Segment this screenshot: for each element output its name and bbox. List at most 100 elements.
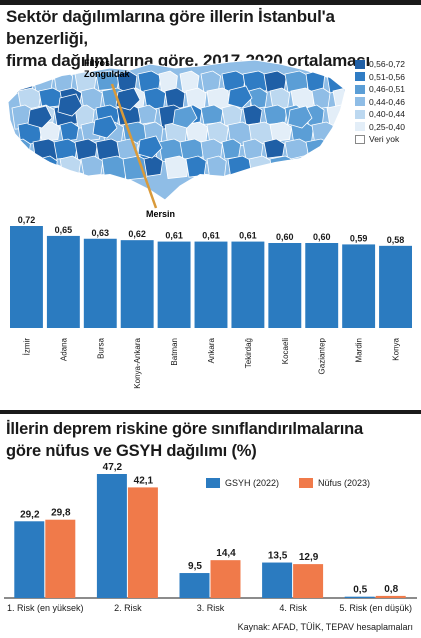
legend2-item: GSYH (2022) xyxy=(206,478,279,488)
bar-value-label: 0,72 xyxy=(18,215,36,225)
legend-label: 0,44-0,46 xyxy=(369,96,405,107)
legend2-swatch xyxy=(299,478,314,488)
map-province xyxy=(332,87,345,108)
legend-swatch xyxy=(355,97,365,107)
legend-swatch xyxy=(355,109,365,119)
legend-item: 0,46-0,51 xyxy=(355,83,421,96)
bar xyxy=(379,245,412,328)
category-label: Bursa xyxy=(96,337,105,358)
category-label: 3. Risk xyxy=(197,603,225,613)
bar xyxy=(83,238,117,328)
map-province xyxy=(227,155,253,180)
bar-value-label: 14,4 xyxy=(216,548,236,559)
bar-gsyh xyxy=(344,596,375,598)
legend2-item: Nüfus (2023) xyxy=(299,478,370,488)
map-province xyxy=(200,104,224,125)
category-label: 1. Risk (en yüksek) xyxy=(7,603,84,613)
bar-nufus xyxy=(210,560,241,598)
legend-swatch xyxy=(355,72,365,82)
legend-item: 0,25-0,40 xyxy=(355,121,421,134)
map-label-mersin: Mersin xyxy=(146,209,175,219)
filyos-mersin-line xyxy=(110,83,158,209)
bar-value-label: 13,5 xyxy=(268,551,288,562)
map-province xyxy=(179,70,200,94)
legend-swatch xyxy=(355,134,365,144)
map-province xyxy=(137,135,163,159)
map-province xyxy=(57,93,83,117)
bar-value-label: 42,1 xyxy=(134,475,154,486)
legend-label: 0,46-0,51 xyxy=(369,84,405,95)
map-province xyxy=(59,155,82,177)
category-label: Konya-Ankara xyxy=(133,337,142,388)
bar-value-label: 0,65 xyxy=(55,225,73,235)
map-province xyxy=(27,105,53,129)
category-label: Kocaeli xyxy=(281,338,290,364)
map-province xyxy=(263,138,286,159)
category-label: İzmir xyxy=(22,338,31,356)
bar-gsyh xyxy=(262,562,293,598)
bar xyxy=(194,241,228,328)
title2-line-2: göre nüfus ve GSYH dağılımı (%) xyxy=(6,442,257,460)
map-province xyxy=(221,138,242,160)
bar xyxy=(46,235,80,328)
bar-value-label: 0,59 xyxy=(350,233,368,243)
map-province xyxy=(74,138,98,161)
legend-swatch xyxy=(355,59,365,69)
map-province xyxy=(326,138,345,161)
map-province xyxy=(38,121,61,142)
bar-value-label: 0,61 xyxy=(202,231,220,241)
legend-item: 0,56-0,72 xyxy=(355,58,421,71)
legend-label: Veri yok xyxy=(369,134,400,145)
map-label-filyos: Filyos xyxy=(84,58,110,68)
bar-value-label: 29,8 xyxy=(51,508,71,519)
similarity-bar-chart: 0,72 İzmir 0,65 Adana 0,63 Bursa 0,62 Konya-Ank… xyxy=(10,215,412,389)
bar-value-label: 0,60 xyxy=(276,232,294,242)
bar-value-label: 0,58 xyxy=(387,235,405,245)
bar-value-label: 0,62 xyxy=(128,229,146,239)
map-legend: 0,56-0,72 0,51-0,56 0,46-0,51 0,44-0,46 0,40… xyxy=(355,58,421,146)
map-provinces xyxy=(7,59,346,201)
bar xyxy=(10,226,43,328)
top-rule xyxy=(0,0,421,5)
title2-line-1: İllerin deprem riskine göre sınıflandırı… xyxy=(6,420,363,438)
bar-gsyh xyxy=(179,573,210,598)
category-label: Gaziantep xyxy=(318,337,327,374)
category-label: Konya xyxy=(392,337,401,360)
map-province xyxy=(242,104,263,126)
chart2-legend: GSYH (2022) Nüfus (2023) xyxy=(206,478,390,488)
category-label: 4. Risk xyxy=(279,603,307,613)
map-province xyxy=(74,104,95,129)
bar-gsyh xyxy=(14,521,45,598)
map-province xyxy=(326,104,345,127)
legend2-swatch xyxy=(206,478,220,488)
map-province xyxy=(332,121,345,147)
legend2-label: GSYH (2022) xyxy=(225,478,280,488)
map-province xyxy=(11,138,31,161)
category-label: Tekirdağ xyxy=(244,338,253,368)
bar-value-label: 9,5 xyxy=(188,561,202,572)
bar-value-label: 12,9 xyxy=(299,552,319,563)
map-province xyxy=(59,121,80,142)
bar-gsyh xyxy=(96,474,127,598)
bar-value-label: 0,63 xyxy=(92,228,110,238)
bar-value-label: 0,5 xyxy=(353,585,367,596)
map-province xyxy=(311,155,332,178)
legend-item: 0,40-0,44 xyxy=(355,108,421,121)
bar xyxy=(120,240,154,328)
map-label-zonguldak: Zonguldak xyxy=(84,69,130,79)
map-province xyxy=(305,138,332,160)
category-label: Adana xyxy=(59,337,68,361)
map-province xyxy=(263,104,288,125)
legend-swatch xyxy=(355,84,365,94)
category-label: 5. Risk (en düşük) xyxy=(339,603,412,613)
map-province xyxy=(164,155,190,179)
map-province xyxy=(137,70,161,94)
bar-value-label: 0,61 xyxy=(239,231,257,241)
legend-label: 0,25-0,40 xyxy=(369,121,405,132)
legend-item: 0,44-0,46 xyxy=(355,96,421,109)
map-province xyxy=(53,138,78,160)
bar-value-label: 0,61 xyxy=(165,231,183,241)
map-province xyxy=(143,155,164,177)
legend-item: 0,51-0,56 xyxy=(355,71,421,84)
legend-swatch xyxy=(355,122,365,132)
